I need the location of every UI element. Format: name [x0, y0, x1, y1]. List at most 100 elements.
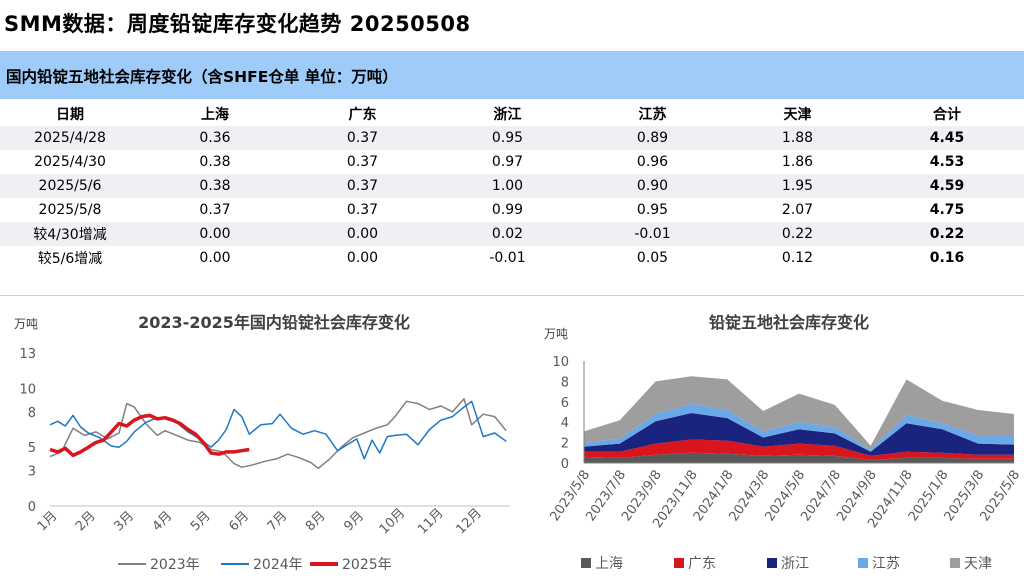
series-line-2023年 — [49, 398, 507, 470]
x-tick-label: 6月 — [226, 509, 252, 535]
y-tick-label: 10 — [552, 355, 569, 370]
cell-guangdong: 0.00 — [290, 222, 435, 246]
area-series-浙江 — [584, 413, 1014, 456]
area-series-广东 — [584, 439, 1014, 460]
x-tick-label: 8月 — [303, 509, 329, 535]
header-total: 合计 — [933, 107, 961, 123]
line-chart-title: 2023-2025年国内铅锭社会库存变化 — [138, 313, 410, 332]
x-tick-label: 7月 — [265, 509, 291, 535]
line-chart: 2023-2025年国内铅锭社会库存变化 万吨 0 3 5 8 10 13 1月 2月 3月 4月… — [14, 313, 510, 573]
y-tick-label: 10 — [19, 382, 36, 397]
cell-zhejiang: 0.02 — [435, 222, 580, 246]
legend-label: 江苏 — [872, 556, 900, 572]
cell-zhejiang: 0.95 — [435, 126, 580, 150]
area-series-上海 — [584, 452, 1014, 463]
cell-date: 较4/30增减 — [0, 222, 140, 246]
cell-total: 0.16 — [929, 250, 965, 266]
page-title: SMM数据：周度铅锭库存变化趋势 20250508 — [4, 12, 471, 36]
cell-guangdong: 0.37 — [346, 154, 379, 170]
cell-zhejiang: 1.00 — [435, 174, 580, 198]
cell-shanghai: 0.00 — [199, 250, 231, 266]
y-tick-label: 13 — [19, 347, 36, 362]
y-tick-label: 5 — [28, 441, 36, 456]
cell-jiangsu: 0.05 — [636, 250, 669, 266]
cell-tianjin: 2.07 — [781, 202, 814, 218]
cell-tianjin: 0.22 — [725, 222, 870, 246]
cell-shanghai: 0.00 — [140, 222, 290, 246]
cell-total: 4.75 — [929, 202, 965, 218]
cell-zhejiang: 0.99 — [491, 202, 524, 218]
legend-label: 2024年 — [253, 557, 303, 573]
table-row: 2025/4/28 0.36 0.37 0.95 0.89 1.88 4.45 — [0, 126, 1024, 150]
legend-swatch — [858, 558, 868, 568]
y-tick-label: 0 — [28, 500, 36, 515]
cell-zhejiang: 0.97 — [491, 154, 524, 170]
table-header-row: 日期 上海 广东 浙江 江苏 天津 合计 — [0, 102, 1024, 126]
cell-date: 2025/4/28 — [0, 126, 140, 150]
table-title-band: 国内铅锭五地社会库存变化（含SHFE仓单 单位：万吨） — [0, 51, 1024, 99]
cell-date: 2025/4/30 — [34, 154, 106, 170]
y-tick-label: 8 — [561, 375, 569, 390]
x-tick-label: 9月 — [341, 509, 367, 535]
y-tick-label: 8 — [28, 406, 36, 421]
cell-total: 4.59 — [870, 174, 1024, 198]
cell-tianjin: 1.95 — [725, 174, 870, 198]
line-chart-ylabel: 万吨 — [14, 317, 38, 331]
header-zhejiang: 浙江 — [493, 107, 522, 123]
cell-jiangsu: 0.90 — [580, 174, 725, 198]
table-row: 较4/30增减 0.00 0.00 0.02 -0.01 0.22 0.22 — [0, 222, 1024, 246]
y-tick-label: 0 — [561, 457, 569, 472]
cell-date: 较5/6增减 — [37, 251, 103, 267]
cell-guangdong: 0.37 — [346, 202, 379, 218]
cell-shanghai: 0.38 — [140, 174, 290, 198]
cell-guangdong: 0.37 — [290, 126, 435, 150]
x-tick-label: 12月 — [453, 506, 484, 537]
legend-label: 2025年 — [342, 557, 392, 573]
cell-shanghai: 0.38 — [199, 154, 231, 170]
area-series-江苏 — [584, 403, 1014, 452]
series-line-2025年 — [49, 413, 250, 458]
legend-swatch — [767, 558, 777, 568]
y-tick-label: 2 — [561, 437, 569, 452]
y-tick-label: 6 — [561, 396, 569, 411]
area-chart: 铅锭五地社会库存变化 万吨 02468102023/5/82023/7/8202… — [544, 313, 1023, 572]
x-tick-label: 11月 — [415, 506, 446, 537]
cell-guangdong: 0.00 — [346, 250, 379, 266]
cell-tianjin: 1.88 — [725, 126, 870, 150]
cell-shanghai: 0.36 — [140, 126, 290, 150]
cell-jiangsu: 0.95 — [636, 202, 669, 218]
x-tick-label: 3月 — [111, 509, 137, 535]
area-chart-title: 铅锭五地社会库存变化 — [709, 313, 869, 332]
legend-label: 广东 — [688, 556, 716, 572]
cell-shanghai: 0.37 — [199, 202, 231, 218]
area-series-天津 — [584, 376, 1014, 450]
header-jiangsu: 江苏 — [638, 107, 667, 123]
cell-tianjin: 1.86 — [781, 154, 814, 170]
x-tick-label: 1月 — [35, 509, 61, 535]
legend-swatch — [674, 558, 684, 568]
area-chart-ylabel: 万吨 — [544, 327, 568, 341]
table-row: 2025/5/8 0.37 0.37 0.99 0.95 2.07 4.75 — [0, 198, 1024, 222]
legend-swatch — [950, 558, 960, 568]
legend-label: 浙江 — [781, 556, 809, 572]
cell-guangdong: 0.37 — [290, 174, 435, 198]
cell-jiangsu: -0.01 — [580, 222, 725, 246]
y-tick-label: 3 — [28, 465, 36, 480]
cell-total: 4.45 — [870, 126, 1024, 150]
x-tick-label: 10月 — [377, 506, 408, 537]
cell-jiangsu: 0.96 — [636, 154, 669, 170]
cell-total: 4.53 — [929, 154, 965, 170]
series-line-2024年 — [49, 400, 507, 460]
header-tianjin: 天津 — [783, 107, 812, 123]
x-tick-label: 5月 — [188, 509, 214, 535]
cell-date: 2025/5/6 — [0, 174, 140, 198]
table-row: 2025/4/30 0.38 0.37 0.97 0.96 1.86 4.53 — [0, 150, 1024, 174]
table-title: 国内铅锭五地社会库存变化（含SHFE仓单 单位：万吨） — [6, 68, 398, 86]
x-tick-label: 2月 — [73, 509, 99, 535]
y-tick-label: 4 — [561, 416, 569, 431]
header-guangdong: 广东 — [348, 107, 377, 123]
legend-swatch — [581, 558, 591, 568]
legend-label: 天津 — [964, 556, 992, 572]
cell-total: 0.22 — [870, 222, 1024, 246]
x-tick-label: 4月 — [150, 509, 176, 535]
